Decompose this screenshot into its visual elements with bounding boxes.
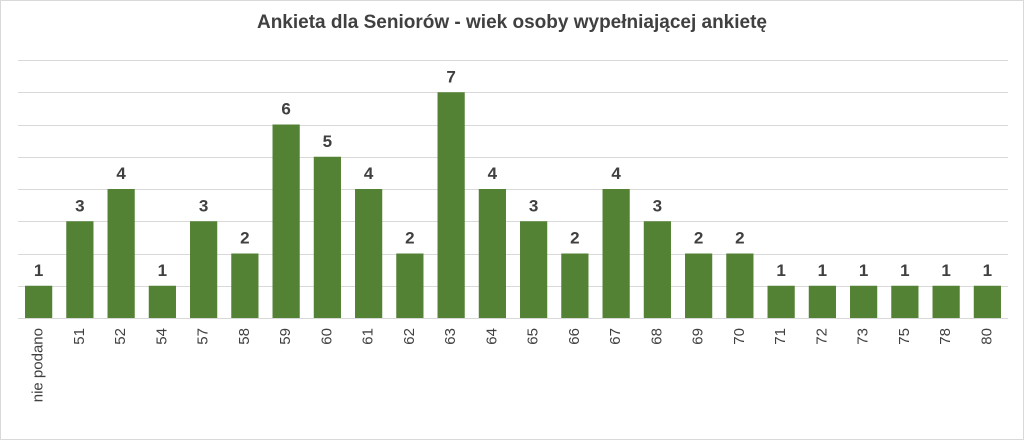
bar [726,253,754,318]
x-tick-label: 61 [360,328,377,345]
data-label: 3 [653,196,662,215]
data-label: 2 [570,229,579,248]
data-label: 2 [240,229,249,248]
bar [396,253,424,318]
data-label: 1 [776,261,785,280]
data-label: 1 [158,261,167,280]
bar [355,189,383,318]
x-tick-label: 57 [195,328,212,345]
bar [685,253,713,318]
data-label: 2 [694,229,703,248]
bar [932,285,960,318]
data-label: 1 [941,261,950,280]
data-label: 4 [116,164,126,183]
data-label: 4 [488,164,498,183]
data-label: 4 [611,164,621,183]
data-label: 1 [900,261,909,280]
bar [891,285,919,318]
bar [231,253,259,318]
bar [107,189,135,318]
x-tick-label: 59 [277,328,294,345]
bar [643,221,671,318]
x-tick-label: 73 [855,328,872,345]
data-label: 3 [199,196,208,215]
data-label: 3 [75,196,84,215]
bar [767,285,795,318]
data-label: 3 [529,196,538,215]
bar [478,189,506,318]
bar [850,285,878,318]
x-tick-label: 70 [731,328,748,345]
bar [602,189,630,318]
x-tick-label: 75 [896,328,913,345]
bar [808,285,836,318]
data-label: 2 [735,229,744,248]
bar [190,221,218,318]
data-label: 1 [818,261,827,280]
bar [272,124,300,318]
x-tick-label: 66 [566,328,583,345]
data-label: 5 [323,132,332,151]
x-tick-label: 68 [648,328,665,345]
bar [973,285,1001,318]
x-tick-label: 78 [937,328,954,345]
x-tick-label: 65 [525,328,542,345]
data-label: 1 [859,261,868,280]
x-tick-label: 54 [153,328,170,345]
data-label: 7 [446,67,455,86]
x-tick-label: 51 [71,328,88,345]
x-tick-label: 72 [813,328,830,345]
bar [313,156,341,318]
x-tick-label: 62 [401,328,418,345]
data-label: 6 [281,100,290,119]
x-tick-label: 71 [772,328,789,345]
x-tick-label: 52 [112,328,129,345]
x-tick-label: 67 [607,328,624,345]
x-tick-label: 63 [442,328,459,345]
x-tick-label: nie podano [30,328,47,402]
x-tick-label: 80 [978,328,995,345]
data-label: 1 [983,261,992,280]
bar [561,253,589,318]
bar [437,92,465,318]
chart-title: Ankieta dla Seniorów - wiek osoby wypełn… [256,12,767,33]
bar [66,221,94,318]
data-label: 1 [34,261,43,280]
data-label: 2 [405,229,414,248]
bar [148,285,176,318]
data-label: 4 [364,164,374,183]
x-tick-label: 60 [318,328,335,345]
bar [25,285,53,318]
x-tick-label: 64 [483,328,500,345]
x-tick-label: 69 [690,328,707,345]
x-tick-label: 58 [236,328,253,345]
bar [520,221,548,318]
